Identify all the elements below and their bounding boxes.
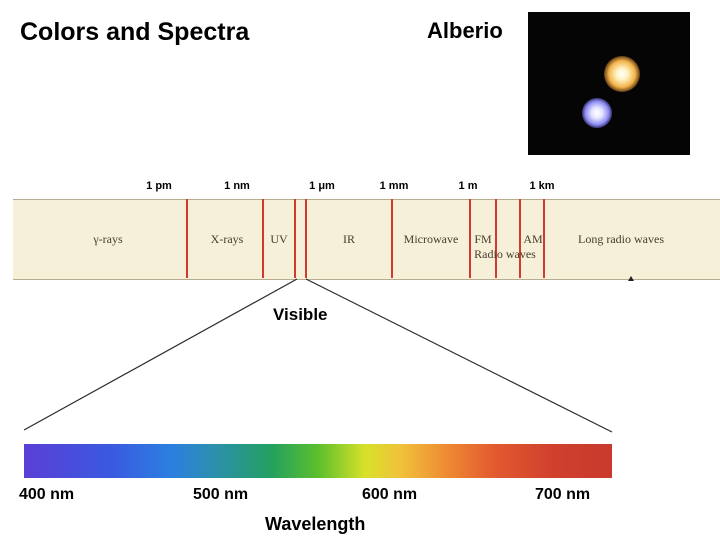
band-divider <box>262 199 264 278</box>
scale-label-1pm: 1 pm <box>146 180 172 192</box>
region-am: AM <box>523 232 543 246</box>
band-divider <box>519 199 521 278</box>
visible-label: Visible <box>273 305 328 324</box>
tick-label-600nm: 600 nm <box>362 486 418 503</box>
band-divider <box>186 199 188 278</box>
band-marker-icon <box>628 276 634 281</box>
scale-label-1mm: 1 mm <box>379 180 409 192</box>
region-radio-waves: Radio waves <box>474 247 536 261</box>
star-photo <box>528 12 690 155</box>
gold-star-icon <box>604 56 640 92</box>
region-microwave: Microwave <box>403 232 459 246</box>
axis-title: Wavelength <box>265 514 366 534</box>
band-divider <box>469 199 471 278</box>
zoom-line-left <box>23 278 298 431</box>
tick-label-400nm: 400 nm <box>19 486 75 503</box>
band-divider <box>305 199 307 278</box>
scale-label-1km: 1 km <box>529 180 555 192</box>
band-divider <box>495 199 497 278</box>
band-divider <box>543 199 545 278</box>
region-uv: UV <box>270 232 288 246</box>
region-x-rays: X-rays <box>210 232 244 246</box>
zoom-line-right <box>305 278 613 433</box>
band-divider <box>294 199 296 278</box>
page-title: Colors and Spectra <box>20 18 250 46</box>
region-gamma-rays: γ-rays <box>93 232 123 246</box>
blue-star-icon <box>582 98 612 128</box>
scale-label-1m: 1 m <box>458 180 478 192</box>
region-ir: IR <box>343 232 355 246</box>
scale-label-1um: 1 μm <box>309 180 335 192</box>
visible-spectrum-bar <box>24 444 612 478</box>
scale-label-1nm: 1 nm <box>224 180 250 192</box>
region-fm: FM <box>474 232 492 246</box>
region-long-radio-waves: Long radio waves <box>578 232 664 246</box>
tick-label-500nm: 500 nm <box>193 486 249 503</box>
tick-label-700nm: 700 nm <box>535 486 591 503</box>
star-label: Alberio <box>427 18 503 43</box>
em-spectrum-band <box>13 199 720 280</box>
band-divider <box>391 199 393 278</box>
